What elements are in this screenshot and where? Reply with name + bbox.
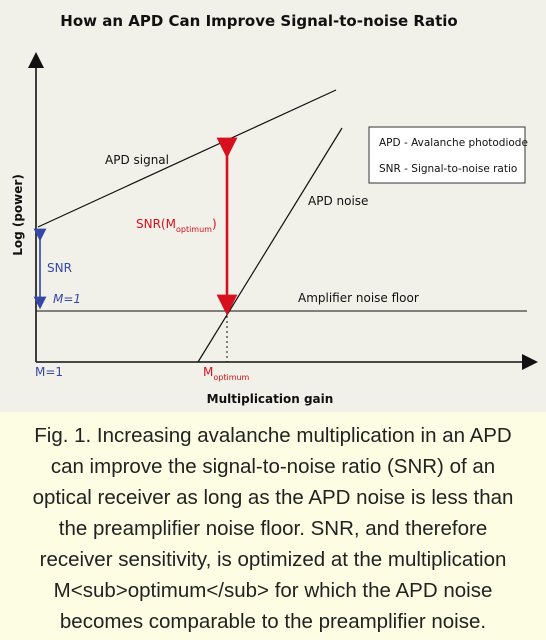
m1-axis-label: M=1 <box>35 365 63 379</box>
figure-caption: Fig. 1. Increasing avalanche multiplicat… <box>0 412 546 640</box>
amplifier-noise-floor-label: Amplifier noise floor <box>298 291 419 305</box>
caption-line: the preamplifier noise floor. SNR, and t… <box>58 517 488 540</box>
caption-line: becomes comparable to the preamplifier n… <box>59 610 487 633</box>
apd-noise-line <box>197 127 343 363</box>
caption-line: receiver sensitivity, is optimized at th… <box>39 548 507 571</box>
apd-signal-label: APD signal <box>105 153 169 167</box>
legend-apd-definition: APD - Avalanche photodiode <box>379 137 528 149</box>
m1-marker-label: M=1 <box>53 292 81 306</box>
apd-snr-figure: How an APD Can Improve Signal-to-noise R… <box>0 0 546 412</box>
m-optimum-label: Moptimum <box>203 365 250 382</box>
apd-noise-label: APD noise <box>308 194 368 208</box>
apd-snr-diagram: How an APD Can Improve Signal-to-noise R… <box>11 12 538 406</box>
legend-box <box>368 126 526 184</box>
y-axis-label: Log (power) <box>11 174 25 256</box>
snr-m1-label: SNR <box>47 261 72 275</box>
caption-line: can improve the signal-to-noise ratio (S… <box>50 455 496 478</box>
caption-line: M<sub>optimum</sub> for which the APD no… <box>53 579 493 602</box>
snr-optimum-label: SNR(Moptimum) <box>136 217 217 234</box>
diagram-title: How an APD Can Improve Signal-to-noise R… <box>60 12 457 30</box>
caption-line: optical receiver as long as the APD nois… <box>32 486 514 509</box>
legend-snr-definition: SNR - Signal-to-noise ratio <box>379 163 517 175</box>
apd-signal-line <box>37 89 337 228</box>
caption-line: Fig. 1. Increasing avalanche multiplicat… <box>34 424 512 447</box>
x-axis-label: Multiplication gain <box>207 392 334 406</box>
